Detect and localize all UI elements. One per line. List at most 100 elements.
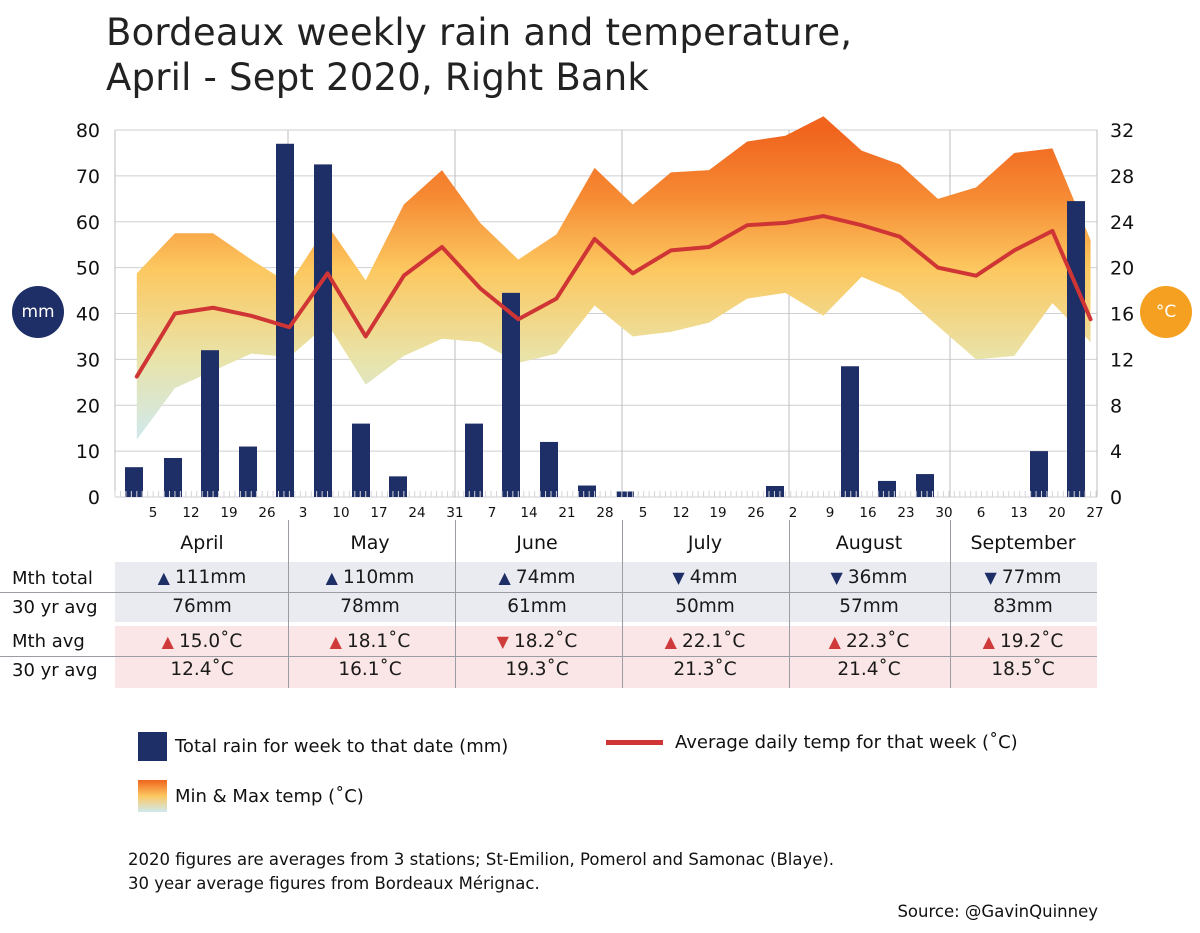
up-triangle-icon: ▲ [664, 632, 677, 651]
up-triangle-icon: ▲ [828, 632, 841, 651]
month-label-may: May [350, 532, 390, 554]
row-label-rain-30yr: 30 yr avg [12, 597, 98, 618]
temp-30yr-cell: 21.4˚C [837, 659, 901, 680]
x-tick-label: 3 [299, 505, 308, 521]
month-label-june: June [516, 532, 558, 554]
x-tick-label: 7 [488, 505, 497, 521]
rain-bar [201, 350, 219, 497]
temp-month-cell: ▲ 22.1˚C [630, 631, 780, 652]
x-tick-label: 26 [258, 505, 275, 521]
up-triangle-icon: ▲ [161, 632, 174, 651]
temp-month-cell: ▼ 18.2˚C [462, 631, 612, 652]
x-tick-label: 19 [709, 505, 726, 521]
temp-month-cell-value: 19.2˚C [999, 631, 1064, 652]
x-tick-label: 5 [149, 505, 158, 521]
row-separator [0, 592, 1097, 593]
rain-total-cell: ▲ 111mm [127, 567, 277, 588]
rain-30yr-cell: 50mm [675, 596, 735, 617]
rain-bar [125, 467, 143, 497]
y-left-tick-label: 20 [76, 395, 100, 417]
temp-month-cell-value: 18.2˚C [513, 631, 578, 652]
x-tick-label: 24 [408, 505, 425, 521]
legend-minmax-swatch [138, 780, 167, 812]
rain-bar [616, 491, 634, 497]
x-tick-label: 13 [1010, 505, 1027, 521]
rain-total-cell: ▼ 4mm [630, 567, 780, 588]
rain-30yr-cell: 57mm [839, 596, 899, 617]
y-left-tick-label: 10 [76, 441, 100, 463]
temp-month-cell: ▲ 15.0˚C [127, 631, 277, 652]
month-label-july: July [687, 532, 723, 554]
rain-bar [841, 366, 859, 497]
y-right-tick-label: 16 [1110, 304, 1134, 326]
x-tick-label: 30 [935, 505, 952, 521]
rain-30yr-cell: 78mm [340, 596, 400, 617]
y-left-tick-label: 40 [76, 304, 100, 326]
rain-total-cell: ▼ 77mm [948, 567, 1098, 588]
temp-30yr-cell: 21.3˚C [673, 659, 737, 680]
rain-total-cell: ▼ 36mm [794, 567, 944, 588]
rain-bar [578, 485, 596, 497]
y-left-tick-label: 80 [76, 120, 100, 142]
x-tick-label: 12 [182, 505, 199, 521]
rain-30yr-cell: 76mm [172, 596, 232, 617]
row-label-temp-30yr: 30 yr avg [12, 660, 98, 681]
x-tick-label: 2 [789, 505, 798, 521]
rain-bar [276, 143, 294, 497]
x-tick-label: 14 [520, 505, 537, 521]
x-tick-label: 9 [826, 505, 835, 521]
y-right-tick-label: 0 [1110, 487, 1122, 509]
rain-total-cell-value: 111mm [174, 567, 247, 588]
temp-month-cell: ▲ 19.2˚C [948, 631, 1098, 652]
down-triangle-icon: ▼ [496, 632, 509, 651]
temp-month-cell-value: 22.1˚C [681, 631, 746, 652]
rain-bar [1030, 451, 1048, 497]
rain-bar [766, 485, 784, 497]
y-left-tick-label: 60 [76, 212, 100, 234]
x-tick-label: 27 [1086, 505, 1103, 521]
minmax-temp-band [136, 116, 1091, 440]
temp-month-cell-value: 15.0˚C [178, 631, 243, 652]
month-label-september: September [970, 532, 1076, 554]
legend-avg-temp-swatch [606, 740, 663, 745]
row-label-temp-month: Mth avg [12, 631, 85, 652]
x-tick-label: 28 [596, 505, 613, 521]
row-label-rain-total: Mth total [12, 568, 93, 589]
table-col-divider [455, 520, 456, 688]
footnote-2: 30 year average figures from Bordeaux Mé… [128, 874, 540, 893]
temp-month-cell: ▲ 22.3˚C [794, 631, 944, 652]
rain-axis-badge: mm [12, 286, 64, 338]
rain-total-cell-value: 36mm [847, 567, 908, 588]
y-left-tick-label: 30 [76, 349, 100, 371]
rain-bar [314, 164, 332, 497]
rain-bar [1067, 201, 1085, 497]
temp-axis-unit: °C [1155, 302, 1177, 322]
table-col-divider [789, 520, 790, 688]
legend-rain-swatch [138, 732, 167, 761]
rain-total-cell: ▲ 110mm [295, 567, 445, 588]
x-tick-label: 16 [859, 505, 876, 521]
rain-total-cell-value: 110mm [342, 567, 415, 588]
y-left-tick-label: 50 [76, 258, 100, 280]
y-right-tick-label: 4 [1110, 441, 1122, 463]
x-tick-label: 21 [558, 505, 575, 521]
temp-30yr-cell: 12.4˚C [170, 659, 234, 680]
rain-total-cell-value: 74mm [515, 567, 576, 588]
temp-month-cell: ▲ 18.1˚C [295, 631, 445, 652]
up-triangle-icon: ▲ [329, 632, 342, 651]
y-right-tick-label: 28 [1110, 166, 1134, 188]
x-tick-label: 10 [332, 505, 349, 521]
row-separator [0, 656, 1097, 657]
y-left-tick-label: 70 [76, 166, 100, 188]
rain-bar [352, 423, 370, 497]
rain-30yr-cell: 83mm [993, 596, 1053, 617]
y-right-tick-label: 32 [1110, 120, 1134, 142]
temp-30yr-cell: 19.3˚C [505, 659, 569, 680]
x-tick-label: 6 [977, 505, 986, 521]
rain-30yr-cell: 61mm [507, 596, 567, 617]
x-tick-label: 12 [672, 505, 689, 521]
rain-bar [502, 292, 520, 497]
avg-temp-line [134, 214, 1093, 379]
legend-minmax: Min & Max temp (˚C) [138, 780, 364, 812]
